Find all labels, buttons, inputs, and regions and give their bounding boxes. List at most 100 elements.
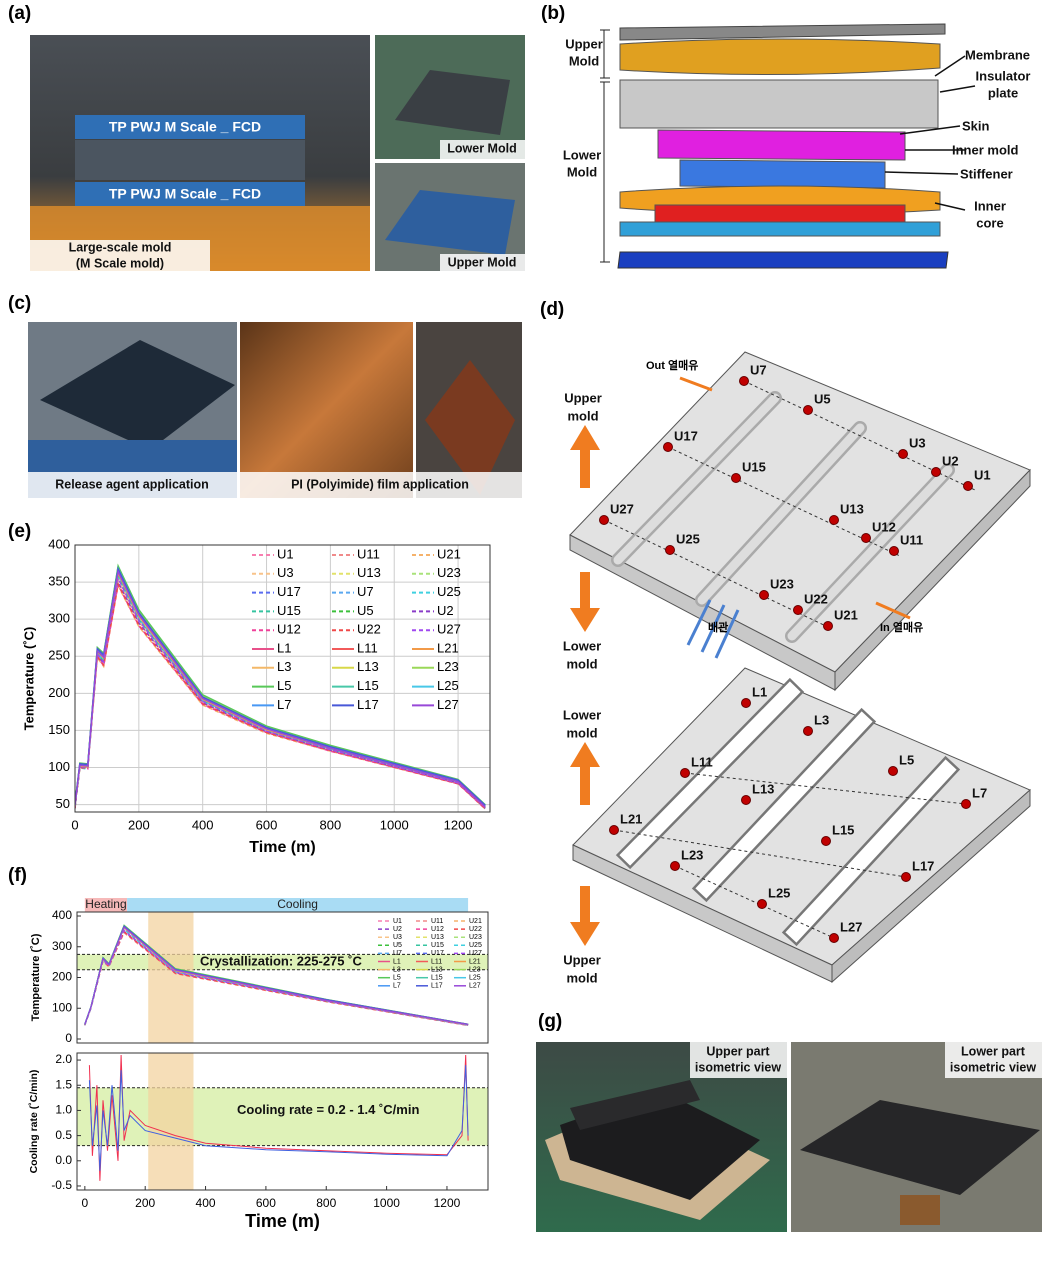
plate-diagram bbox=[569, 351, 1031, 984]
y-tick-label: 100 bbox=[52, 1000, 72, 1014]
y-tick-label: 400 bbox=[52, 908, 72, 922]
legend-label: L1 bbox=[393, 958, 401, 965]
legend-label: U3 bbox=[393, 934, 402, 941]
y-tick-label: 0.5 bbox=[55, 1128, 72, 1142]
legend-label: L15 bbox=[431, 975, 443, 982]
legend-label: U15 bbox=[431, 942, 444, 949]
thermocouple bbox=[793, 605, 803, 615]
series-line bbox=[75, 566, 486, 806]
legend-label: U25 bbox=[469, 942, 482, 949]
x-band bbox=[148, 912, 194, 1043]
chart: Heating Cooling 0 100 200 300 400 Crystallizati… bbox=[30, 897, 489, 1045]
chart: 50 100 150 200 250 300 350 400 0 200 400 600 800 1000… bbox=[21, 536, 491, 856]
label: Upper bbox=[564, 390, 602, 405]
point-label: U23 bbox=[770, 576, 794, 591]
series-line bbox=[75, 583, 486, 810]
series-group bbox=[75, 563, 486, 810]
legend-label: U12 bbox=[431, 926, 444, 933]
x-tick-label: 200 bbox=[135, 1196, 155, 1210]
annotation: Cooling rate = 0.2 - 1.4 ˚C/min bbox=[237, 1102, 419, 1117]
y-tick-label: 200 bbox=[52, 970, 72, 984]
panel-label: (g) bbox=[538, 1011, 562, 1032]
series-line bbox=[84, 930, 469, 1026]
thermocouple bbox=[803, 405, 813, 415]
legend-label: U17 bbox=[277, 584, 301, 599]
thermocouple bbox=[829, 933, 839, 943]
thermocouple bbox=[609, 825, 619, 835]
legend-label: U5 bbox=[393, 942, 402, 949]
x-tick-label: 800 bbox=[320, 817, 342, 832]
point-label: U13 bbox=[840, 501, 864, 516]
label: Upper bbox=[565, 36, 603, 51]
point-label: L5 bbox=[899, 752, 914, 767]
legend-label: U5 bbox=[357, 603, 374, 618]
photo-a: TP PWJ M Scale _ FCD TP PWJ M Scale _ FC… bbox=[30, 35, 525, 271]
points: U7 U5 U17 U3 U2 U1 U15 U27 U13 U12 U11 U25 U23 U22 U21… bbox=[599, 362, 991, 943]
series-line bbox=[75, 582, 486, 809]
legend-label: L5 bbox=[277, 678, 291, 693]
series-line bbox=[84, 930, 469, 1026]
y-band bbox=[77, 1087, 488, 1146]
thermocouple bbox=[888, 766, 898, 776]
legend-label: U17 bbox=[431, 950, 444, 957]
thermocouple bbox=[739, 376, 749, 386]
point-label: L27 bbox=[840, 919, 862, 934]
point-label: L17 bbox=[912, 858, 934, 873]
plate-text: TP PWJ M Scale _ FCD bbox=[109, 186, 261, 202]
series-line bbox=[75, 573, 486, 809]
legend-label: U21 bbox=[437, 546, 461, 561]
y-axis-title: Cooling rate (˚C/min) bbox=[28, 1070, 40, 1174]
label: Inner bbox=[974, 198, 1006, 213]
x-tick-label: 1000 bbox=[373, 1196, 400, 1210]
series-line bbox=[84, 924, 469, 1025]
caption: Upper part bbox=[706, 1044, 770, 1058]
label: Membrane bbox=[965, 47, 1030, 62]
legend-label: L15 bbox=[357, 678, 379, 693]
legend-label: U1 bbox=[393, 918, 402, 925]
caption: PI (Polyimide) film application bbox=[291, 477, 469, 491]
point-label: U22 bbox=[804, 591, 828, 606]
thermocouple bbox=[665, 545, 675, 555]
label: mold bbox=[566, 725, 597, 740]
x-tick-label: 0 bbox=[82, 1196, 89, 1210]
label: core bbox=[976, 215, 1003, 230]
y-axis-title: Temperature (˚C) bbox=[30, 933, 42, 1021]
thermocouple bbox=[599, 515, 609, 525]
caption: Lower Mold bbox=[447, 141, 516, 155]
thermocouple bbox=[759, 590, 769, 600]
legend-label: L1 bbox=[277, 640, 291, 655]
photo-g: Upper part isometric view Lower part iso… bbox=[536, 1042, 1042, 1232]
x-tick-label: 400 bbox=[192, 817, 214, 832]
y-tick-label: 300 bbox=[48, 611, 70, 626]
point-label: U7 bbox=[750, 362, 767, 377]
thermocouple bbox=[829, 515, 839, 525]
thermocouple bbox=[931, 467, 941, 477]
series-line bbox=[75, 579, 486, 809]
caption: (M Scale mold) bbox=[76, 256, 164, 270]
x-axis-title: Time (m) bbox=[245, 1211, 320, 1231]
point-label: L1 bbox=[752, 684, 767, 699]
label: mold bbox=[566, 970, 597, 985]
thermocouple bbox=[861, 533, 871, 543]
legend-label: L3 bbox=[277, 659, 291, 674]
label: Inner mold bbox=[952, 142, 1019, 157]
y-tick-label: 250 bbox=[48, 648, 70, 663]
label: mold bbox=[567, 408, 598, 423]
y-tick-label: 0 bbox=[65, 1031, 72, 1045]
legend-label: L13 bbox=[431, 966, 443, 973]
series-group bbox=[84, 924, 469, 1027]
label: Mold bbox=[569, 53, 599, 68]
thermocouple bbox=[670, 861, 680, 871]
legend-label: L21 bbox=[437, 640, 459, 655]
label: Lower bbox=[563, 638, 601, 653]
thermocouple bbox=[961, 799, 971, 809]
legend-label: L17 bbox=[357, 697, 379, 712]
y-tick-label: 2.0 bbox=[55, 1052, 72, 1066]
series-line bbox=[75, 569, 486, 808]
x-tick-label: 0 bbox=[71, 817, 78, 832]
x-tick-label: 600 bbox=[256, 1196, 276, 1210]
legend-label: U13 bbox=[431, 934, 444, 941]
thermocouple bbox=[898, 449, 908, 459]
y-tick-label: 1.0 bbox=[55, 1103, 72, 1117]
point-label: L25 bbox=[768, 885, 790, 900]
